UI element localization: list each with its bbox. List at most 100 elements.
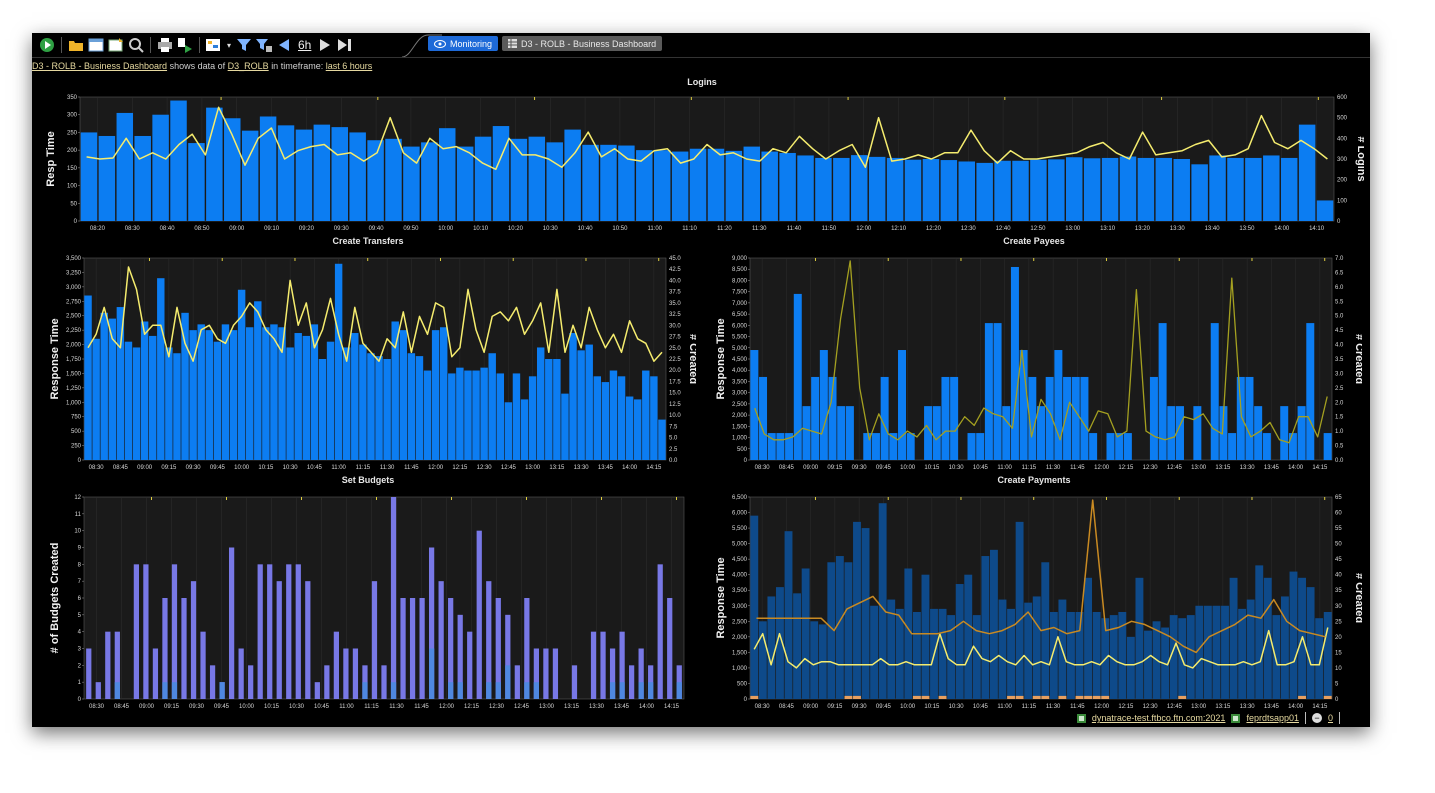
bar[interactable] — [1280, 596, 1289, 699]
bar[interactable] — [633, 399, 642, 460]
bar[interactable] — [750, 695, 759, 699]
bar[interactable] — [1245, 376, 1254, 460]
bar[interactable] — [1007, 608, 1015, 699]
bar[interactable] — [114, 682, 120, 699]
bar[interactable] — [245, 327, 254, 460]
bar[interactable] — [1032, 695, 1041, 699]
bar[interactable] — [1203, 605, 1212, 699]
bar[interactable] — [1137, 157, 1155, 221]
bar[interactable] — [496, 373, 505, 460]
bar[interactable] — [1028, 376, 1037, 460]
bar[interactable] — [984, 323, 993, 460]
bar[interactable] — [904, 568, 913, 699]
bar[interactable] — [367, 140, 384, 221]
bar[interactable] — [1058, 695, 1067, 699]
system-profile-link[interactable]: D3_ROLB — [227, 61, 269, 71]
bar[interactable] — [286, 564, 292, 699]
bar[interactable] — [1041, 695, 1050, 699]
bar[interactable] — [1037, 406, 1045, 460]
bar[interactable] — [351, 333, 359, 460]
bar[interactable] — [1015, 695, 1024, 699]
bar[interactable] — [785, 433, 794, 460]
bar[interactable] — [209, 665, 216, 699]
bar[interactable] — [114, 631, 120, 699]
bar[interactable] — [810, 621, 819, 699]
bar[interactable] — [318, 359, 327, 460]
bar[interactable] — [229, 330, 238, 460]
bar[interactable] — [116, 307, 125, 460]
bar[interactable] — [1135, 577, 1144, 699]
bar[interactable] — [676, 665, 682, 699]
bar[interactable] — [1084, 577, 1093, 699]
bar[interactable] — [642, 370, 650, 460]
bar[interactable] — [105, 631, 111, 699]
minus-circle-icon[interactable]: − — [1311, 713, 1322, 723]
bar[interactable] — [1298, 124, 1316, 221]
report-icon[interactable] — [205, 36, 223, 54]
print-icon[interactable] — [156, 36, 174, 54]
bar[interactable] — [1030, 159, 1047, 221]
bar[interactable] — [464, 370, 472, 460]
bar[interactable] — [391, 321, 399, 460]
bar[interactable] — [819, 350, 828, 460]
bar[interactable] — [267, 564, 273, 699]
bar[interactable] — [545, 359, 553, 460]
bar[interactable] — [582, 144, 599, 221]
bar[interactable] — [448, 373, 456, 460]
bar[interactable] — [601, 382, 610, 460]
bar[interactable] — [495, 682, 501, 699]
bar[interactable] — [305, 581, 311, 699]
bar[interactable] — [553, 359, 561, 460]
bar[interactable] — [815, 157, 832, 221]
bar[interactable] — [1158, 323, 1167, 460]
dashboard-icon[interactable] — [87, 36, 105, 54]
series-line[interactable] — [754, 260, 1328, 444]
bar[interactable] — [1298, 695, 1306, 699]
bar[interactable] — [1041, 562, 1050, 699]
bar[interactable] — [671, 151, 689, 221]
bar[interactable] — [439, 327, 448, 460]
bar[interactable] — [248, 665, 254, 699]
bar[interactable] — [173, 353, 181, 460]
bar[interactable] — [1175, 406, 1184, 460]
bar[interactable] — [750, 350, 759, 460]
bar[interactable] — [976, 433, 985, 460]
bar[interactable] — [851, 155, 868, 221]
bar[interactable] — [190, 581, 197, 699]
bar[interactable] — [100, 312, 108, 460]
bar[interactable] — [947, 615, 956, 699]
bar[interactable] — [1263, 577, 1272, 699]
bar[interactable] — [362, 682, 368, 699]
bar[interactable] — [200, 631, 206, 699]
bar[interactable] — [776, 587, 784, 699]
bar[interactable] — [955, 584, 964, 699]
bar[interactable] — [571, 665, 578, 699]
bar[interactable] — [229, 547, 235, 700]
bar[interactable] — [189, 330, 197, 460]
bar[interactable] — [967, 433, 976, 460]
bar[interactable] — [667, 598, 673, 699]
new-dashboard-icon[interactable] — [107, 36, 125, 54]
bar[interactable] — [1272, 615, 1281, 699]
bar[interactable] — [906, 433, 915, 460]
export-icon[interactable] — [176, 36, 194, 54]
bar[interactable] — [793, 293, 802, 460]
bar[interactable] — [1169, 615, 1178, 699]
bar[interactable] — [457, 614, 463, 699]
filter-icon[interactable] — [235, 36, 253, 54]
bar[interactable] — [375, 356, 383, 460]
bar[interactable] — [181, 312, 189, 460]
bar[interactable] — [1115, 433, 1124, 460]
tab-business-dashboard[interactable]: D3 - ROLB - Business Dashboard — [502, 36, 663, 51]
bar[interactable] — [981, 556, 990, 699]
bar[interactable] — [921, 695, 930, 699]
bar[interactable] — [543, 648, 549, 700]
bar[interactable] — [904, 159, 922, 221]
bar[interactable] — [270, 324, 278, 460]
bar[interactable] — [324, 665, 330, 699]
bar[interactable] — [964, 574, 973, 699]
bar[interactable] — [1209, 155, 1226, 221]
bar[interactable] — [921, 574, 930, 699]
bar[interactable] — [878, 503, 887, 699]
bar[interactable] — [528, 376, 537, 460]
